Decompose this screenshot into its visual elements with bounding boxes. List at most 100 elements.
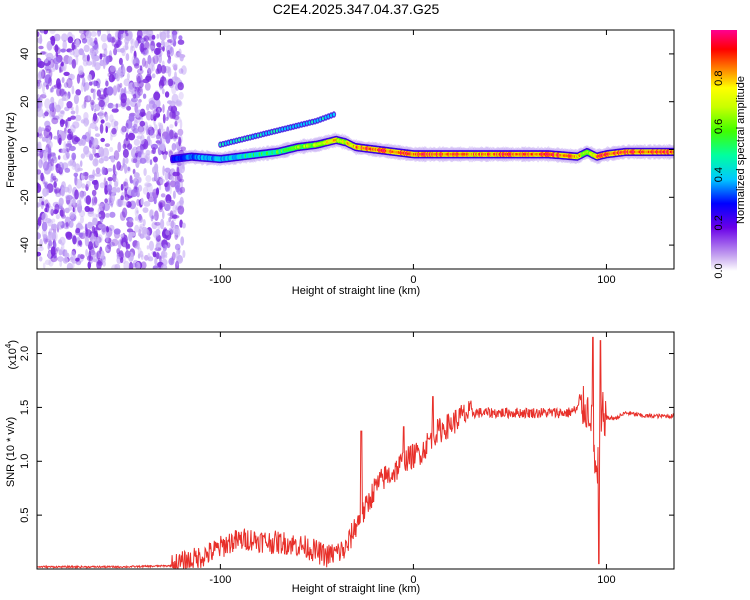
noise-blob: [58, 239, 63, 245]
noise-blob: [172, 204, 178, 213]
colorbar: 0.0 0.2 0.4 0.6 0.8 Normalized spectral ampl…: [711, 30, 747, 279]
noise-blob: [175, 260, 180, 269]
noise-blob: [80, 153, 86, 159]
noise-blob: [50, 35, 56, 46]
noise-blob: [142, 228, 150, 239]
noise-blob: [131, 125, 136, 132]
noise-blob: [146, 192, 150, 200]
snr-x-ticks: -100 0 100: [209, 332, 616, 586]
noise-blob: [154, 221, 162, 226]
noise-blob: [158, 46, 163, 51]
noise-blob: [109, 146, 114, 153]
noise-blob: [119, 165, 124, 172]
noise-blob: [155, 228, 161, 236]
noise-blob: [92, 90, 96, 101]
noise-blob: [100, 217, 104, 223]
noise-blob: [99, 94, 107, 100]
noise-blob: [78, 30, 87, 34]
noise-blob: [112, 173, 117, 183]
noise-blob: [120, 195, 124, 201]
noise-blob: [126, 216, 134, 222]
noise-blob: [117, 30, 124, 39]
noise-blob: [64, 249, 68, 259]
noise-blob: [78, 232, 84, 238]
noise-blob: [123, 78, 131, 87]
noise-blob: [122, 207, 128, 218]
noise-blob: [126, 201, 132, 208]
noise-blob: [158, 200, 166, 208]
noise-blob: [95, 167, 101, 174]
noise-blob: [168, 216, 172, 223]
noise-blob: [111, 108, 119, 113]
noise-blob: [107, 176, 113, 182]
noise-blob: [169, 199, 175, 207]
noise-blob: [51, 223, 58, 230]
noise-blob: [43, 150, 47, 158]
noise-blob: [154, 124, 158, 131]
noise-blob: [145, 175, 152, 183]
noise-blob: [69, 128, 74, 133]
noise-blob: [54, 189, 58, 195]
snr-frame: [36, 331, 675, 570]
y-tick-label: 0.5: [19, 507, 31, 522]
noise-blob: [38, 100, 43, 109]
noise-blob: [139, 120, 146, 127]
noise-blob: [153, 170, 160, 181]
noise-blob: [87, 95, 91, 101]
noise-blob: [165, 200, 172, 212]
noise-blob: [105, 125, 108, 134]
noise-blob: [97, 31, 101, 37]
noise-blob: [150, 114, 154, 121]
noise-blob: [167, 78, 174, 87]
noise-blob: [58, 129, 63, 135]
noise-blob: [156, 42, 162, 48]
noise-blob: [137, 253, 141, 259]
spectrogram-panel: -40 -20 0 20 40 -100 0 100 Height of straight …: [5, 29, 675, 297]
noise-blob: [44, 111, 49, 117]
noise-blob: [88, 250, 91, 261]
noise-blob: [165, 151, 168, 155]
noise-blob: [107, 168, 113, 172]
noise-blob: [172, 135, 179, 140]
noise-blob: [125, 241, 129, 249]
noise-blob: [60, 48, 66, 53]
noise-blob: [115, 83, 122, 93]
noise-blob: [101, 42, 108, 51]
chart-title: C2E4.2025.347.04.37.G25: [273, 1, 440, 17]
noise-blob: [107, 72, 112, 77]
noise-blob: [145, 110, 152, 121]
noise-blob: [92, 115, 99, 124]
noise-blob: [113, 120, 119, 127]
noise-blob: [98, 110, 105, 119]
noise-blob: [44, 74, 52, 85]
noise-blob: [61, 33, 68, 42]
noise-blob: [37, 169, 42, 175]
noise-blob: [109, 114, 114, 123]
noise-blob: [83, 145, 90, 155]
noise-blob: [92, 112, 98, 122]
noise-blob: [119, 256, 124, 264]
noise-blob: [153, 156, 158, 163]
noise-blob: [165, 134, 171, 144]
colorbar-tick-label: 0.2: [713, 215, 725, 230]
noise-blob: [111, 127, 117, 135]
noise-blob: [76, 199, 82, 207]
noise-blob: [155, 112, 161, 118]
noise-blob: [55, 193, 61, 198]
noise-blob: [40, 69, 46, 79]
noise-blob: [105, 213, 110, 218]
noise-blob: [49, 111, 52, 118]
noise-blob: [94, 126, 99, 132]
noise-blob: [179, 196, 184, 207]
noise-blob: [136, 210, 139, 214]
noise-blob: [137, 86, 143, 96]
x-tick-label: -100: [209, 274, 231, 286]
noise-blob: [60, 61, 64, 67]
noise-blob: [83, 171, 89, 181]
noise-blob: [156, 135, 161, 140]
noise-blob: [97, 203, 105, 208]
y-tick-label: 20: [19, 96, 31, 108]
noise-blob: [159, 85, 163, 91]
noise-blob: [172, 215, 180, 219]
noise-blob: [42, 187, 48, 197]
